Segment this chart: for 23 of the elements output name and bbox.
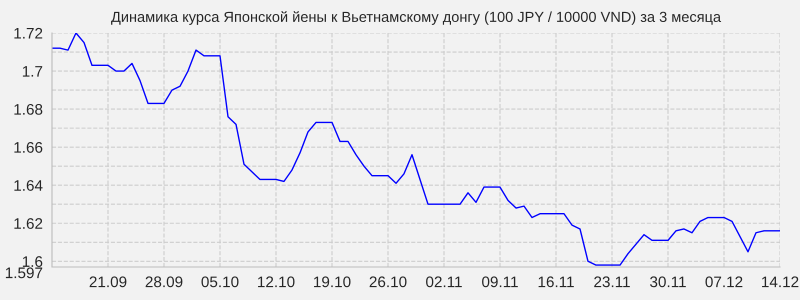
y-tick-label: 1.68: [14, 104, 42, 115]
x-tick-label: 05.10: [201, 276, 239, 288]
y-tick-label: 1.597: [6, 267, 42, 278]
y-tick-label: 1.64: [14, 180, 43, 191]
chart-title: Динамика курса Японской йены к Вьетнамскому донгу (100 JPY / 10000 VND) за 3 месяца: [111, 11, 722, 25]
x-tick-label: 19.10: [314, 276, 351, 288]
y-tick-label: 1.6: [22, 256, 42, 267]
y-tick-label: 1.62: [14, 218, 42, 229]
x-tick-label: 07.12: [705, 276, 742, 288]
x-tick-label: 21.09: [90, 276, 126, 288]
x-tick-label: 28.09: [146, 276, 182, 288]
y-tick-label: 1.7: [22, 66, 42, 77]
x-tick-label: 16.11: [538, 276, 574, 288]
x-tick-label: 26.10: [370, 276, 407, 288]
x-tick-label: 09.11: [482, 276, 518, 288]
x-tick-label: 02.11: [426, 276, 462, 288]
x-tick-label: 23.11: [594, 276, 630, 288]
y-tick-label: 1.72: [14, 28, 42, 39]
x-tick-label: 30.11: [650, 276, 686, 288]
line-series: [52, 33, 780, 266]
y-tick-label: 1.66: [14, 142, 42, 153]
x-tick-label: 12.10: [258, 276, 295, 288]
x-tick-label: 14.12: [762, 276, 798, 288]
